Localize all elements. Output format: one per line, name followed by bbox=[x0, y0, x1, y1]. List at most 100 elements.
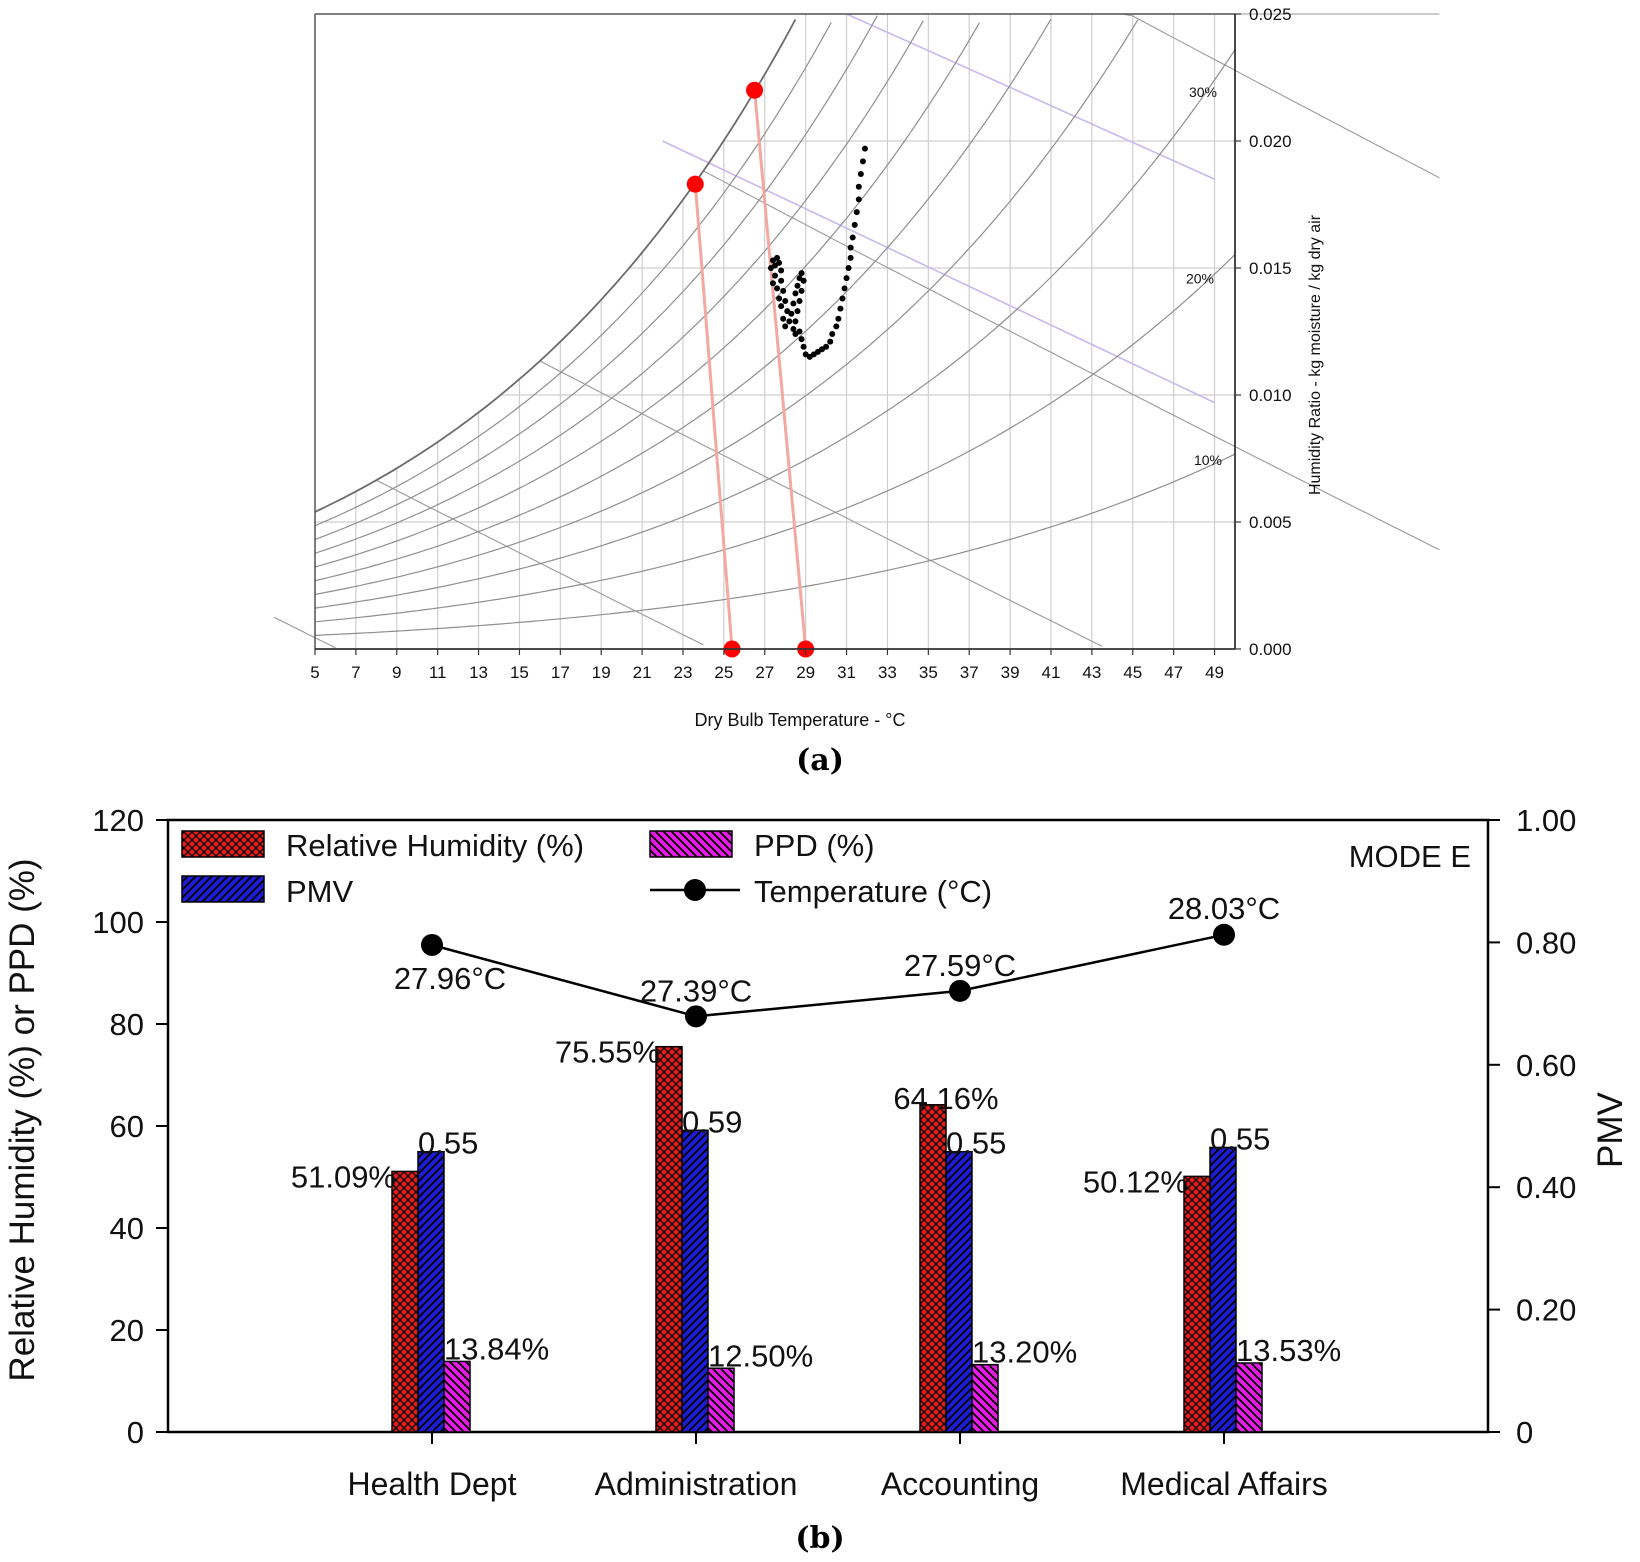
x-tick-label: Accounting bbox=[881, 1466, 1039, 1502]
bar-ppd bbox=[707, 1367, 735, 1433]
x-tick-label: 15 bbox=[510, 663, 529, 682]
panel-label-b: (b) bbox=[795, 1521, 844, 1556]
rh-curve-10 bbox=[314, 453, 1236, 636]
wet-bulb-line bbox=[539, 360, 1103, 647]
bar-chart: 0 20 40 60 80 100 120 0 0.20 0.40 0.60 0.80 1.00 He… bbox=[3, 803, 1630, 1556]
y-tick-label: 0.015 bbox=[1249, 259, 1292, 278]
x-tick-label: 9 bbox=[392, 663, 401, 682]
y2-tick-label: 0 bbox=[1516, 1415, 1533, 1450]
bar-pmv bbox=[1209, 1146, 1237, 1433]
x-tick-label: 25 bbox=[714, 663, 733, 682]
measured-points bbox=[767, 145, 868, 360]
measured-point bbox=[861, 145, 868, 152]
x-tick-label: 5 bbox=[310, 663, 319, 682]
x-tick-label: 47 bbox=[1164, 663, 1183, 682]
comfort-point bbox=[686, 175, 704, 193]
x-tick-label: 31 bbox=[837, 663, 856, 682]
legend-swatch-ppd bbox=[649, 830, 733, 858]
x-tick-label: 11 bbox=[429, 663, 447, 682]
measured-point bbox=[845, 265, 852, 271]
x-axis-title: Dry Bulb Temperature - °C bbox=[695, 710, 906, 730]
temperature-marker bbox=[421, 933, 443, 956]
y-tick-label: 40 bbox=[110, 1211, 144, 1246]
measured-point bbox=[769, 280, 776, 287]
panel-label-a: (a) bbox=[796, 743, 844, 778]
x-tick-labels: 5 7 9 11 13 15 17 19 21 23 25 27 29 31 33 35 37 39 41 43 45 4… bbox=[310, 663, 1224, 682]
y2-tick-label: 1.00 bbox=[1516, 803, 1576, 838]
x-tick-label: 19 bbox=[592, 663, 611, 682]
bar-ppd bbox=[971, 1363, 999, 1433]
wet-bulb-line bbox=[867, 13, 1440, 179]
rh-curve-20 bbox=[314, 253, 1236, 623]
x-tick-label: 39 bbox=[1001, 663, 1020, 682]
y2-tick-label: 0.80 bbox=[1516, 925, 1576, 960]
rh-curve-70 bbox=[314, 20, 924, 554]
y-tick-label: 0.025 bbox=[1249, 5, 1292, 24]
rh-data-label: 51.09% bbox=[291, 1159, 396, 1194]
mode-annotation: MODE E bbox=[1349, 839, 1471, 874]
x-tick-labels: Health Dept Administration Accounting Medic… bbox=[348, 1466, 1328, 1502]
legend-swatch-pmv bbox=[181, 875, 265, 903]
x-tick-label: 7 bbox=[351, 663, 360, 682]
measured-point bbox=[786, 318, 793, 325]
rh-curve-100 bbox=[314, 19, 797, 513]
legend-marker-temperature bbox=[684, 879, 706, 901]
temperature-marker bbox=[949, 979, 971, 1002]
enthalpy-lines bbox=[273, 13, 1440, 649]
rh-curve-labels: 10% 20% 30% bbox=[1186, 84, 1222, 468]
measured-point bbox=[835, 315, 842, 322]
rh-curve-label: 30% bbox=[1189, 84, 1217, 100]
measured-point bbox=[857, 171, 864, 178]
grid bbox=[314, 13, 1235, 649]
temperature-line bbox=[421, 923, 1235, 1028]
measured-point bbox=[853, 209, 860, 216]
y-axis-title: Relative Humidity (%) or PPD (%) bbox=[3, 858, 42, 1381]
legend-label-ppd: PPD (%) bbox=[754, 828, 875, 863]
data-labels: 51.09% 75.55% 64.16% 50.12% 0.55 0.59 0.55 0.55… bbox=[291, 891, 1341, 1374]
measured-point bbox=[859, 158, 866, 165]
measured-point bbox=[827, 338, 834, 345]
x-tick-label: 27 bbox=[755, 663, 774, 682]
x-tick-label: 45 bbox=[1123, 663, 1142, 682]
x-tick-label: 41 bbox=[1042, 663, 1061, 682]
pmv-data-label: 0.55 bbox=[1210, 1121, 1270, 1156]
measured-point bbox=[794, 308, 801, 315]
comfort-line bbox=[693, 184, 734, 650]
measured-point bbox=[798, 287, 805, 294]
measured-point bbox=[839, 295, 846, 302]
y-tick-labels: 0 20 40 60 80 100 120 bbox=[92, 803, 144, 1450]
legend-label-pmv: PMV bbox=[286, 874, 354, 909]
legend: Relative Humidity (%) PMV PPD (%) Temper… bbox=[181, 828, 992, 909]
temperature-data-label: 28.03°C bbox=[1168, 891, 1280, 926]
measured-point bbox=[794, 282, 801, 289]
y-tick-label: 60 bbox=[110, 1109, 144, 1144]
measured-point bbox=[792, 318, 799, 325]
x-tick-label: Health Dept bbox=[348, 1466, 517, 1502]
rh-curve-90 bbox=[314, 22, 832, 527]
measured-point bbox=[796, 298, 803, 305]
axes bbox=[314, 13, 1241, 655]
x-tick-label: 21 bbox=[633, 663, 652, 682]
measured-point bbox=[778, 277, 785, 284]
legend-label-rh: Relative Humidity (%) bbox=[286, 828, 584, 863]
rh-curves bbox=[314, 15, 1236, 636]
y2-tick-labels: 0 0.20 0.40 0.60 0.80 1.00 bbox=[1516, 803, 1576, 1450]
measured-point bbox=[782, 323, 789, 330]
temperature-data-label: 27.96°C bbox=[394, 961, 506, 996]
y-tick-label: 0.000 bbox=[1249, 640, 1292, 659]
y-tick-label: 0.005 bbox=[1249, 513, 1292, 532]
measured-point bbox=[796, 328, 803, 335]
ppd-data-label: 13.53% bbox=[1236, 1333, 1341, 1368]
rh-curve-label: 10% bbox=[1194, 452, 1222, 468]
measured-point bbox=[780, 315, 787, 322]
x-tick-label: 43 bbox=[1082, 663, 1101, 682]
measured-point bbox=[776, 259, 783, 266]
x-tick-label: 13 bbox=[469, 663, 488, 682]
rh-data-label: 75.55% bbox=[555, 1035, 660, 1070]
temperature-data-label: 27.59°C bbox=[904, 948, 1016, 983]
measured-point bbox=[798, 270, 805, 277]
y-tick-label: 100 bbox=[92, 905, 144, 940]
axes bbox=[156, 818, 1500, 1444]
y-tick-label: 0.020 bbox=[1249, 132, 1292, 151]
temperature-line-path bbox=[431, 933, 1225, 1018]
